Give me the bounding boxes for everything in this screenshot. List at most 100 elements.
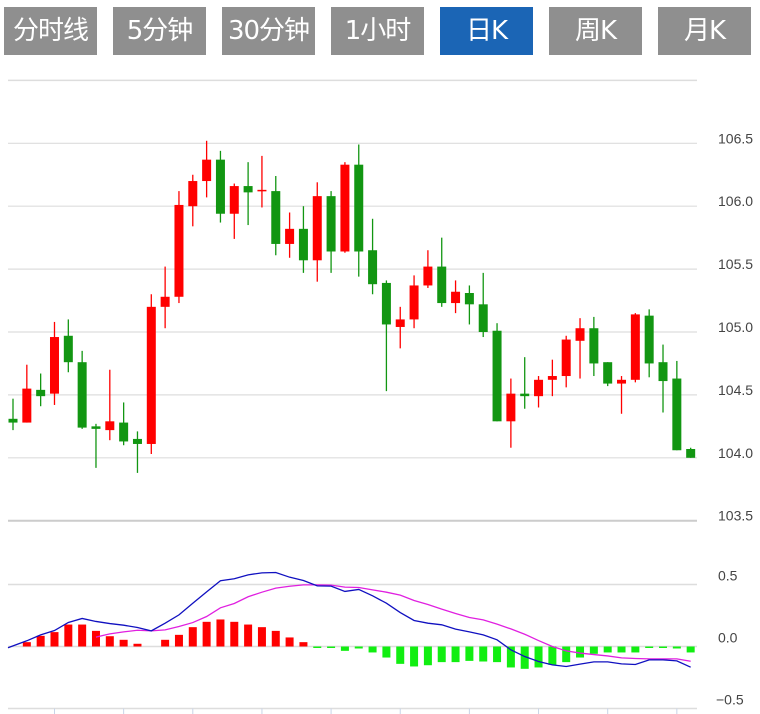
macd-tick-label: 0.5 [718,568,738,584]
dif-line [7,571,691,668]
macd-histogram-bar [119,639,128,647]
macd-histogram-bar [672,646,681,649]
macd-histogram-bar [589,646,598,654]
macd-histogram-bar [105,636,114,647]
macd-histogram-bar [313,646,322,648]
candle-down [492,330,502,422]
candle-down [326,196,336,252]
candle-down [271,191,281,244]
macd-histogram-bar [133,643,142,647]
macd-histogram-bar [562,646,571,663]
macd-panel [7,571,695,669]
macd-histogram-bar [382,646,391,658]
candle-down [243,186,253,193]
candle-up [547,376,557,380]
macd-histogram-bar [548,646,557,665]
candle-up [105,421,115,431]
macd-histogram-bar [340,646,349,651]
candle-up [451,291,461,304]
macd-histogram-bar [534,646,543,668]
macd-histogram-bar [91,630,100,647]
candle-up [409,285,419,320]
macd-histogram-bar [465,646,474,661]
candle-down [478,304,488,332]
macd-histogram-bar [161,639,170,647]
macd-histogram-bar [396,646,405,664]
candle-up [22,388,32,423]
macd-histogram-bar [244,624,253,647]
candle-up [49,337,59,394]
candle-down [132,438,142,444]
macd-histogram-bar [50,632,59,647]
macd-histogram-bar [78,624,87,647]
macd-histogram-bar [368,646,377,653]
candle-down [686,448,696,458]
candle-up [534,379,544,397]
period-tabs: 分时线 5分钟 30分钟 1小时 日K 周K 月K [0,7,760,55]
macd-histogram-bar [451,646,460,663]
candle-down [368,250,378,285]
candle-up [160,296,170,307]
candle-down [381,282,391,325]
candle-down [77,362,87,428]
tab-intraday[interactable]: 分时线 [4,7,97,55]
macd-histogram-bar [686,646,695,653]
candle-down [672,378,682,451]
y-tick-label: 103.5 [718,508,753,524]
candle-down [119,422,129,442]
candle-down [354,164,364,252]
candle-up [312,196,322,261]
macd-histogram-bar [216,619,225,647]
tab-daily-k[interactable]: 日K [440,7,533,55]
macd-histogram-bar [437,646,446,663]
candle-down [215,159,225,214]
candle-up [174,204,184,297]
macd-histogram-bar [506,646,515,668]
macd-histogram-bar [603,646,612,653]
macd-tick-label: 0.0 [718,630,738,646]
macd-histogram-bar [36,635,45,647]
macd-histogram-bar [631,646,640,653]
candle-down [644,315,654,364]
candle-up [561,339,571,377]
y-tick-label: 105.0 [718,319,753,335]
tab-30min[interactable]: 30分钟 [222,7,315,55]
tab-1hour[interactable]: 1小时 [331,7,424,55]
y-axis-labels: 106.5 106.0 105.5 105.0 104.5 104.0 103.… [716,130,753,707]
macd-histogram-bar [271,630,280,647]
macd-histogram-bar [576,646,585,658]
macd-histogram-bar [354,646,363,649]
macd-histogram-bar [188,627,197,647]
candle-down [36,389,46,397]
candle-down [8,418,18,423]
candle-down [91,426,101,429]
macd-histogram-bar [285,637,294,647]
macd-histogram-bar [423,646,432,666]
candle-up [617,379,627,384]
macd-histogram-bar [230,621,239,647]
macd-histogram-bar [645,646,654,648]
macd-histogram-bar [493,646,502,663]
tab-5min[interactable]: 5分钟 [113,7,206,55]
macd-histogram-bar [174,634,183,647]
y-tick-label: 105.5 [718,256,753,272]
tab-weekly-k[interactable]: 周K [549,7,642,55]
y-tick-label: 106.5 [718,130,753,146]
candle-up [188,181,198,207]
candle-down [63,335,73,363]
grid [8,79,697,714]
candle-down [658,362,668,382]
tab-monthly-k[interactable]: 月K [658,7,751,55]
candle-up [285,228,295,244]
candle-up [257,189,267,192]
macd-histogram-bar [299,642,308,647]
candle-down [589,328,599,364]
candle-up [423,266,433,286]
candle-up [575,328,585,341]
macd-histogram-bar [327,646,336,648]
candles [8,140,696,473]
y-tick-label: 106.0 [718,193,753,209]
macd-histogram-bar [202,621,211,647]
candle-up [506,393,516,422]
